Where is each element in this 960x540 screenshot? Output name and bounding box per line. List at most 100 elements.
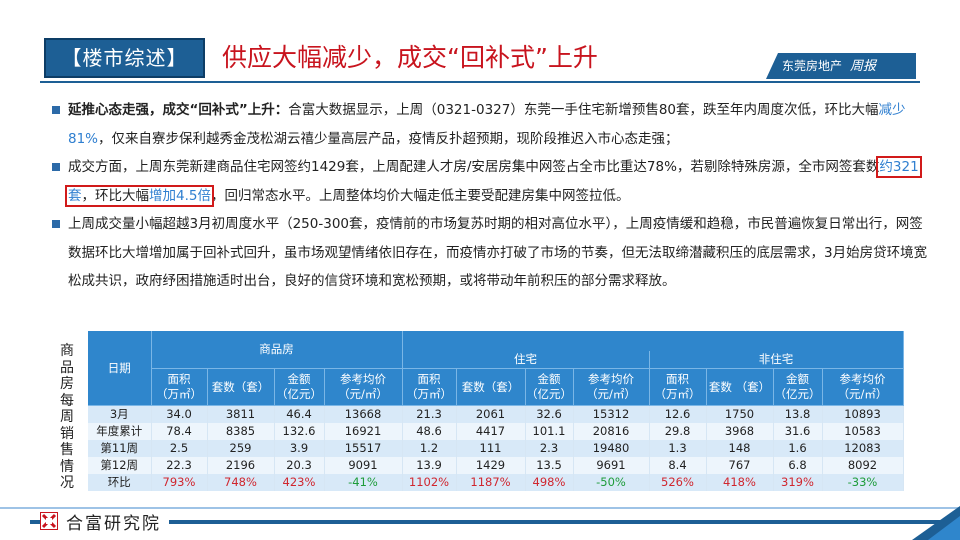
column-header: 参考均价 （元/㎡） xyxy=(324,368,403,406)
column-header-line: 套数（套） xyxy=(211,379,270,394)
table-cell: 259 xyxy=(207,440,275,457)
table-cell: 4417 xyxy=(456,423,526,440)
table-cell: 19480 xyxy=(573,440,650,457)
table-cell: 22.3 xyxy=(151,457,208,474)
table-cell: 6.8 xyxy=(773,457,823,474)
column-header-line: （万㎡） xyxy=(406,387,452,401)
side-label-char: 房 xyxy=(60,376,74,392)
group-header-spacer xyxy=(402,331,904,351)
bullet-1-text-a: 合富大数据显示，上周（0321-0327）东莞一手住宅新增预售80套，跌至年内周… xyxy=(288,102,879,118)
section-tag: 【楼市综述】 xyxy=(44,38,205,78)
corner-decoration xyxy=(912,506,960,540)
table-cell: 1.3 xyxy=(649,440,707,457)
table-cell: 526% xyxy=(649,474,707,491)
side-label-char: 况 xyxy=(60,475,74,491)
row-label: 3月 xyxy=(88,405,152,423)
table-row: 第11周 2.5 259 3.9 15517 1.2 111 2.3 19480 1.3 148 1.… xyxy=(88,440,904,457)
column-header-line: （亿元） xyxy=(774,387,821,401)
table-cell: 12083 xyxy=(822,440,904,457)
column-header-line: （万㎡） xyxy=(654,387,701,401)
column-header-line: 套数 （套） xyxy=(708,379,771,394)
table-cell: 2061 xyxy=(456,405,526,423)
table-cell: 319% xyxy=(773,474,823,491)
brand-text: 东莞房地产 xyxy=(782,59,843,73)
bullet-square-icon xyxy=(52,220,60,228)
footer-logo-text: 合富研究院 xyxy=(66,513,161,534)
table-cell: 2.3 xyxy=(525,440,574,457)
table-cell: 13.8 xyxy=(773,405,823,423)
column-header-line: 金额 xyxy=(537,372,561,386)
bullet-3: 上周成交量小幅超越3月初周度水平（250-300套，疫情前的市场复苏时期的相对高… xyxy=(52,210,932,296)
table-cell: 8385 xyxy=(207,423,275,440)
bullet-3-text: 上周成交量小幅超越3月初周度水平（250-300套，疫情前的市场复苏时期的相对高… xyxy=(68,216,928,289)
table-cell: 9691 xyxy=(573,457,650,474)
table-cell: -41% xyxy=(324,474,403,491)
side-label-char: 每 xyxy=(60,392,74,409)
table-cell: 748% xyxy=(207,474,275,491)
page-headline: 供应大幅减少，成交“回补式”上升 xyxy=(222,43,598,72)
bullet-square-icon xyxy=(52,163,60,171)
table-cell: 34.0 xyxy=(151,405,208,423)
table-cell: 32.6 xyxy=(525,405,574,423)
table-cell: 10583 xyxy=(822,423,904,440)
column-header-line: 金额 xyxy=(287,372,311,386)
group-header-residential: 住宅 xyxy=(402,351,650,369)
column-header: 套数（套） xyxy=(207,368,275,406)
side-label-char: 周 xyxy=(60,409,74,425)
table-row: 环比 793% 748% 423% -41% 1102% 1187% 498% -50% 526%… xyxy=(88,474,904,491)
bullet-1-highlight: 减少81% xyxy=(68,102,906,147)
column-header: 金额 （亿元） xyxy=(773,368,823,406)
table-cell: 111 xyxy=(456,440,526,457)
table-cell: 148 xyxy=(706,440,774,457)
column-header-line: 金额 xyxy=(786,372,809,386)
bullet-2-boxed-highlight: 约321套，环比大幅增加4.5倍 xyxy=(65,156,922,207)
side-label-char: 商 xyxy=(60,343,74,359)
table-cell: -33% xyxy=(822,474,904,491)
table-side-label: 商 品 房 每 周 销 售 情 况 xyxy=(56,343,78,492)
column-header-line: 套数（套） xyxy=(461,379,520,394)
column-header-line: 面积 xyxy=(417,372,441,386)
column-header: 金额 （亿元） xyxy=(274,368,325,406)
row-label: 环比 xyxy=(88,474,152,491)
table-cell: 3968 xyxy=(706,423,774,440)
column-header: 参考均价 （元/㎡） xyxy=(822,368,904,406)
table-cell: 423% xyxy=(274,474,325,491)
side-label-char: 情 xyxy=(60,458,74,475)
column-header-line: 面积 xyxy=(666,372,689,386)
bullet-2-text-c: ，回归常态水平。上周整体均价大幅走低主要受配建房集中网签拉低。 xyxy=(210,187,630,204)
side-label-char: 销 xyxy=(60,425,74,442)
table-cell: 132.6 xyxy=(274,423,325,440)
table-cell: 12.6 xyxy=(649,405,707,423)
row-label: 第12周 xyxy=(88,457,152,474)
column-header-line: 参考均价 xyxy=(588,372,634,386)
table-cell: 20816 xyxy=(573,423,650,440)
column-header-line: （亿元） xyxy=(526,387,572,401)
bullet-1-text-b: ，仅来自寮步保利越秀金茂松湖云禧少量高层产品，疫情反扑超预期，现阶段推迟入市心态… xyxy=(98,130,679,147)
table-cell: 16921 xyxy=(324,423,403,440)
hefu-logo-icon xyxy=(40,512,58,530)
bullet-1-lead: 延推心态走强，成交“回补式”上升： xyxy=(68,102,289,118)
table-cell: 8092 xyxy=(822,457,904,474)
brand-script: 周报 xyxy=(850,59,877,74)
column-header: 面积 （万㎡） xyxy=(151,368,208,406)
column-header: 面积 （万㎡） xyxy=(649,368,707,406)
column-header: 套数（套） xyxy=(456,368,526,406)
bullet-2-highlight-b: 增加4.5倍 xyxy=(149,187,211,204)
table-cell: 78.4 xyxy=(151,423,208,440)
table-cell: 46.4 xyxy=(274,405,325,423)
bullet-2-text-b: ，环比大幅 xyxy=(81,187,150,204)
footer-logo: 合富研究院 xyxy=(40,509,169,534)
row-label: 年度累计 xyxy=(88,423,152,440)
column-header-line: 参考均价 xyxy=(340,372,386,386)
table-cell: 1.2 xyxy=(402,440,457,457)
column-header: 面积 （万㎡） xyxy=(402,368,457,406)
table-cell: 8.4 xyxy=(649,457,707,474)
bullet-2-text-a: 成交方面，上周东莞新建商品住宅网签约1429套，上周配建人才房/安居房集中网签占… xyxy=(68,159,880,175)
table-cell: 15517 xyxy=(324,440,403,457)
table-cell: 13.9 xyxy=(402,457,457,474)
table-row: 3月 34.0 3811 46.4 13668 21.3 2061 32.6 15312 12.6… xyxy=(88,405,904,423)
table-cell: 418% xyxy=(706,474,774,491)
table-cell: 793% xyxy=(151,474,208,491)
side-label-char: 品 xyxy=(60,359,74,376)
bullet-list: 延推心态走强，成交“回补式”上升：合富大数据显示，上周（0321-0327）东莞… xyxy=(52,96,932,296)
